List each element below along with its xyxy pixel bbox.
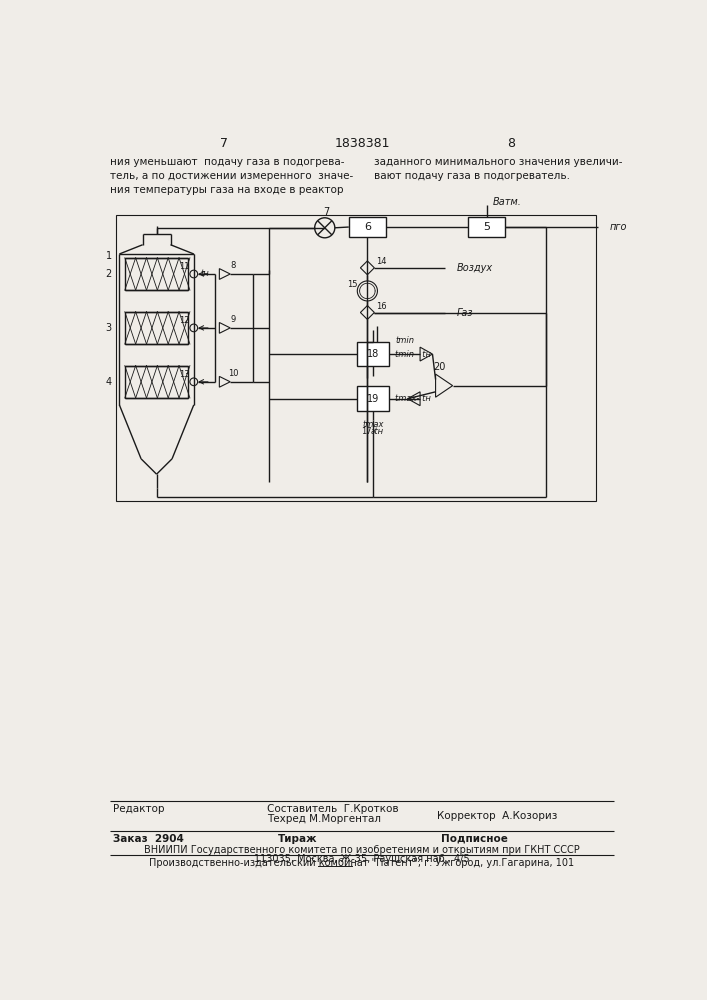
Text: 7: 7	[323, 207, 329, 217]
Bar	[356, 342, 389, 366]
Text: Корректор  А.Козориз: Корректор А.Козориз	[437, 811, 558, 821]
Text: Техред М.Моргентал: Техред М.Моргентал	[267, 814, 380, 824]
Text: ния уменьшают  подачу газа в подогрева-
тель, а по достижении измеренного  значе: ния уменьшают подачу газа в подогрева- т…	[110, 157, 354, 195]
Bar	[356, 386, 389, 411]
Text: заданного минимального значения увеличи-
вают подачу газа в подогреватель.: заданного минимального значения увеличи-…	[373, 157, 622, 181]
Circle shape	[357, 281, 378, 301]
Text: tmin - tн: tmin - tн	[395, 350, 431, 359]
Text: Воздух: Воздух	[457, 263, 493, 273]
Bar	[125, 366, 188, 398]
Text: tн: tн	[200, 269, 209, 278]
Text: tmax- tн: tmax- tн	[395, 394, 431, 403]
Text: пгo: пгo	[609, 222, 626, 232]
Text: 17: 17	[361, 427, 372, 436]
Text: ВНИИПИ Государственного комитета по изобретениям и открытиям при ГКНТ СССР: ВНИИПИ Государственного комитета по изоб…	[144, 845, 580, 855]
Text: 4: 4	[105, 377, 112, 387]
Text: 9: 9	[230, 315, 236, 324]
Text: 5: 5	[483, 222, 490, 232]
Text: 3: 3	[105, 323, 112, 333]
Text: 6: 6	[364, 222, 371, 232]
Circle shape	[190, 324, 198, 332]
Text: 15: 15	[346, 280, 357, 289]
Bar	[468, 217, 506, 237]
Text: 8: 8	[230, 261, 236, 270]
Text: 20: 20	[433, 362, 445, 372]
Text: Ватм.: Ватм.	[493, 197, 522, 207]
Text: Производственно-издательский комбинат "Патент", г. Ужгород, ул.Гагарина, 101: Производственно-издательский комбинат "П…	[149, 858, 575, 868]
Text: 1838381: 1838381	[334, 137, 390, 150]
Text: Редактор: Редактор	[113, 804, 165, 814]
Bar	[125, 312, 188, 344]
Circle shape	[190, 270, 198, 278]
Text: ∂tн: ∂tн	[371, 427, 384, 436]
Text: 7: 7	[220, 137, 228, 150]
Text: 19: 19	[367, 394, 379, 404]
Bar	[349, 217, 386, 237]
Text: Газ: Газ	[457, 308, 473, 318]
Circle shape	[190, 378, 198, 386]
Bar	[115, 215, 596, 501]
Text: tmin: tmin	[395, 336, 414, 345]
Text: 1: 1	[105, 251, 112, 261]
Text: Заказ  2904: Заказ 2904	[113, 834, 184, 844]
Text: 10: 10	[228, 369, 238, 378]
Text: 12: 12	[180, 316, 189, 325]
Text: 8: 8	[507, 137, 515, 150]
Text: Составитель  Г.Кротков: Составитель Г.Кротков	[267, 804, 398, 814]
Text: Подписное: Подписное	[441, 834, 508, 844]
Text: 113035, Москва, Ж-35, Раушская наб., 4/5: 113035, Москва, Ж-35, Раушская наб., 4/5	[254, 854, 469, 864]
Bar	[125, 258, 188, 290]
Text: 2: 2	[105, 269, 112, 279]
Text: tmax: tmax	[362, 420, 384, 429]
Circle shape	[315, 218, 335, 238]
Text: Тираж: Тираж	[279, 834, 317, 844]
Text: 18: 18	[367, 349, 379, 359]
Text: 16: 16	[376, 302, 387, 311]
Text: 14: 14	[376, 257, 387, 266]
Text: 11: 11	[180, 262, 189, 271]
Text: 13: 13	[179, 370, 189, 379]
